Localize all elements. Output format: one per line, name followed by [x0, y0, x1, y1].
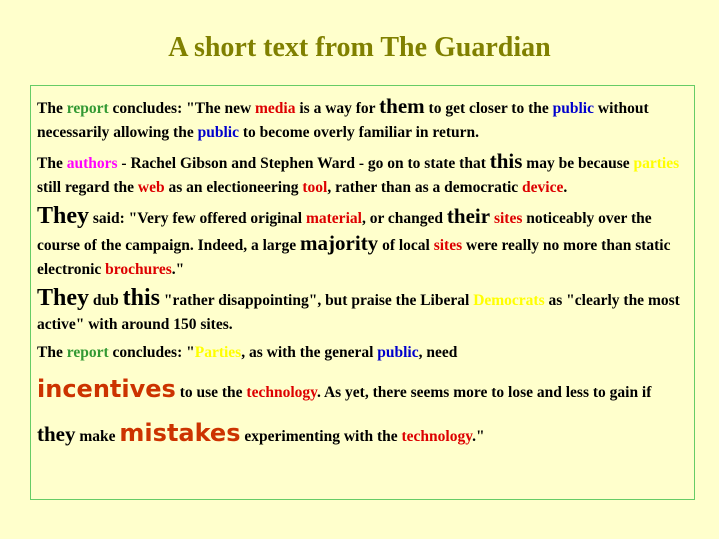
text-run: public [552, 100, 594, 117]
text-run: The [37, 100, 67, 117]
paragraph-3: They said: "Very few offered original ma… [37, 204, 688, 282]
text-run: to get closer to the [424, 100, 553, 117]
text-run: were really no more than static electron… [37, 237, 671, 278]
text-run: , rather than as a democratic [327, 179, 523, 196]
paragraph-5: The report concludes: "Parties, as with … [37, 341, 688, 365]
text-run: media [255, 100, 296, 117]
text-run: , as with the general [241, 344, 378, 361]
text-run: incentives [37, 375, 176, 403]
text-run: their [446, 204, 491, 228]
text-run: without necessarily allowing the [37, 100, 649, 141]
text-run: of local [378, 237, 434, 254]
paragraph-4: They dub this "rather disappointing", bu… [37, 286, 688, 337]
paragraph-1: The report concludes: "The new media is … [37, 94, 688, 145]
text-run: report [66, 344, 109, 361]
text-run: to become overly familiar in return. [238, 124, 480, 141]
text-run: experimenting with the [240, 428, 402, 445]
text-run: they [37, 422, 76, 446]
text-run: - Rachel Gibson and Stephen Ward - go on… [117, 155, 490, 172]
text-run: authors [66, 155, 118, 172]
text-run: public [377, 344, 419, 361]
text-run: , or changed [361, 210, 447, 227]
text-run: mistakes [119, 419, 241, 447]
text-run: Parties [194, 344, 242, 361]
text-run: concludes: "The new [108, 100, 256, 117]
text-run: public [197, 124, 239, 141]
text-run: technology [246, 384, 318, 401]
text-run: this [122, 285, 160, 311]
text-run: ." [472, 428, 485, 445]
text-run: dub [89, 292, 123, 309]
paragraph-6: incentives to use the technology. As yet… [37, 369, 688, 457]
text-run: report [66, 100, 109, 117]
text-run: The [37, 155, 67, 172]
text-run: , need [418, 344, 458, 361]
text-run: material [305, 210, 362, 227]
text-run: this [489, 149, 523, 173]
text-run: make [75, 428, 120, 445]
text-run: "rather disappointing", but praise the L… [160, 292, 474, 309]
text-run: The [37, 344, 67, 361]
text-run: still regard the [37, 179, 138, 196]
text-run: majority [300, 231, 379, 255]
text-run: device [522, 179, 564, 196]
text-run: They [37, 203, 90, 229]
text-run: concludes: " [108, 344, 195, 361]
text-run: sites [493, 210, 523, 227]
text-run: web [137, 179, 165, 196]
text-run: . As yet, there seems more to lose and l… [317, 384, 652, 401]
text-run: parties [633, 155, 680, 172]
text-run: said: "Very few offered original [89, 210, 306, 227]
text-run: is a way for [295, 100, 380, 117]
text-run: sites [433, 237, 463, 254]
text-run: may be because [522, 155, 634, 172]
article-text-box: The report concludes: "The new media is … [30, 85, 695, 500]
text-run: as "clearly the most active" with around… [37, 292, 680, 333]
paragraph-2: The authors - Rachel Gibson and Stephen … [37, 149, 688, 200]
text-run: them [379, 94, 425, 118]
page-title: A short text from The Guardian [168, 32, 551, 63]
text-run: technology [401, 428, 473, 445]
text-run: as an electioneering [164, 179, 303, 196]
text-run: noticeably over the course of the campai… [37, 210, 652, 254]
text-run: brochures [105, 261, 172, 278]
text-run: Democrats [473, 292, 545, 309]
text-run: ." [171, 261, 185, 278]
text-run: to use the [175, 384, 247, 401]
text-run: tool [302, 179, 328, 196]
text-run: They [37, 285, 90, 311]
text-run: . [563, 179, 568, 196]
